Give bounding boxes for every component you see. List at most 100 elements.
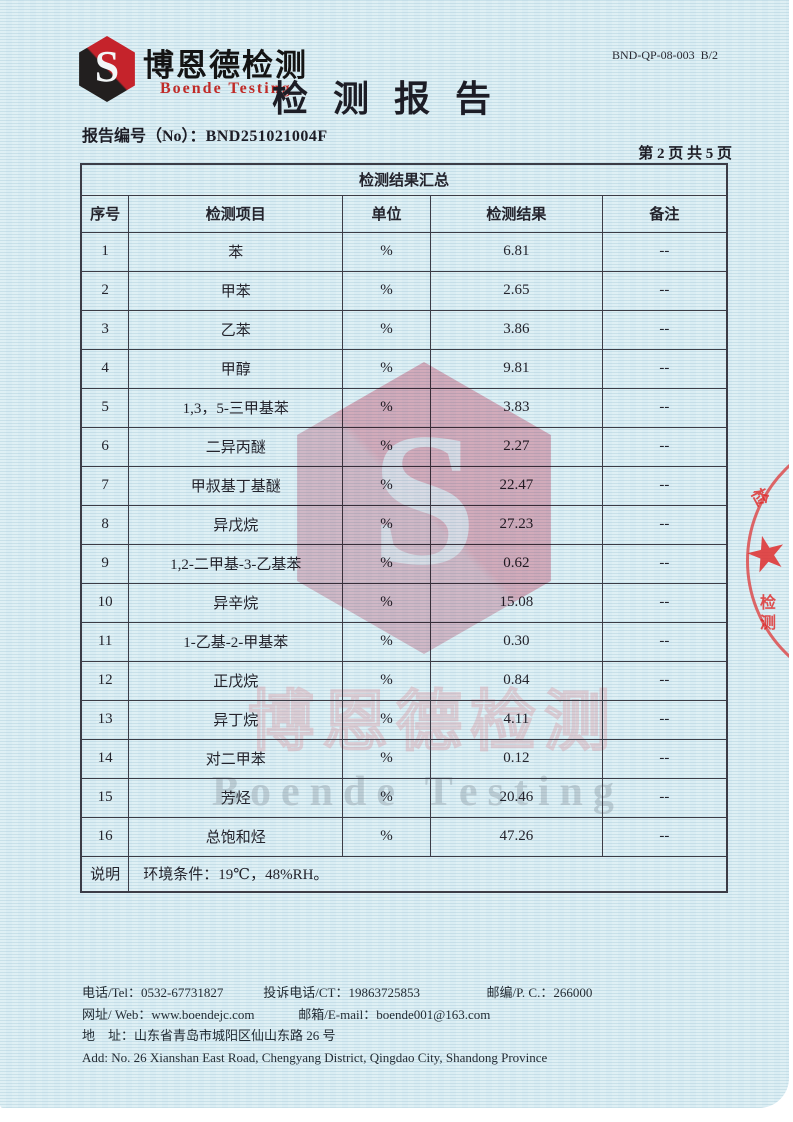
- report-number-line: 报告编号（No）：BND251021004F: [82, 122, 328, 146]
- cell-index: 15: [80, 777, 130, 818]
- cell-remark: --: [601, 231, 728, 272]
- cell-unit: %: [342, 270, 431, 311]
- cell-unit: %: [342, 816, 431, 857]
- footer-line-2: 网址/ Web：www.boendejc.com 邮箱/E-mail：boend…: [82, 1004, 722, 1026]
- cell-unit: %: [342, 738, 431, 779]
- seal-circle-icon: [746, 452, 789, 672]
- cell-unit: %: [342, 660, 431, 701]
- cell-index: 4: [80, 348, 130, 389]
- table-note-row: 说明 环境条件：19℃，48%RH。: [80, 855, 728, 893]
- cell-item: 正戊烷: [128, 660, 344, 701]
- cell-index: 11: [80, 621, 130, 662]
- company-logo-hexagon-icon: S: [79, 36, 135, 102]
- cell-index: 1: [80, 231, 130, 272]
- official-seal-partial: 检 ★ 检测: [739, 452, 789, 672]
- cell-remark: --: [601, 309, 728, 350]
- cell-index: 16: [80, 816, 130, 857]
- table-row: 12 正戊烷% 0.84 --: [80, 660, 728, 701]
- cell-index: 2: [80, 270, 130, 311]
- cell-item: 苯: [128, 231, 344, 272]
- cell-item: 异丁烷: [128, 699, 344, 740]
- cell-result: 2.65: [429, 270, 603, 311]
- cell-index: 9: [80, 543, 130, 584]
- cell-remark: --: [601, 387, 728, 428]
- footer-address-cn: 地 址：山东省青岛市城阳区仙山东路 26 号: [82, 1028, 336, 1043]
- cell-result: 4.11: [429, 699, 603, 740]
- cell-index: 3: [80, 309, 130, 350]
- cell-remark: --: [601, 348, 728, 389]
- cell-item: 对二甲苯: [128, 738, 344, 779]
- cell-result: 0.84: [429, 660, 603, 701]
- seal-char-bottom: 检测: [757, 594, 774, 634]
- cell-unit: %: [342, 231, 431, 272]
- cell-item: 乙苯: [128, 309, 344, 350]
- column-header: 检测结果: [429, 194, 603, 233]
- cell-remark: --: [601, 543, 728, 584]
- report-number-value: BND251021004F: [205, 128, 328, 145]
- footer-tel: 电话/Tel：0532-67731827: [82, 985, 224, 1000]
- column-header: 单位: [342, 194, 431, 233]
- cell-result: 20.46: [429, 777, 603, 818]
- company-name-cn: 博恩德检测: [143, 48, 308, 83]
- watermark-logo-letter: S: [371, 395, 477, 605]
- cell-index: 10: [80, 582, 130, 623]
- cell-result: 47.26: [429, 816, 603, 857]
- cell-remark: --: [601, 660, 728, 701]
- cell-item: 总饱和烃: [128, 816, 344, 857]
- footer-address-en: Add: No. 26 Xianshan East Road, Chengyan…: [82, 1049, 548, 1065]
- table-row: 4 甲醇% 9.81 --: [80, 348, 728, 389]
- footer-complaint-tel: 投诉电话/CT：19863725853: [263, 985, 420, 1000]
- company-name-en: Boende Testing: [160, 80, 292, 97]
- column-header: 备注: [601, 194, 728, 233]
- cell-remark: --: [601, 621, 728, 662]
- cell-unit: %: [342, 309, 431, 350]
- cell-index: 12: [80, 660, 130, 701]
- footer-postcode: 邮编/P. C.：266000: [486, 985, 593, 1000]
- report-number-label: 报告编号（No）：: [82, 128, 206, 145]
- cell-item: 1-乙基-2-甲基苯: [128, 621, 344, 662]
- cell-index: 14: [80, 738, 130, 779]
- cell-index: 13: [80, 699, 130, 740]
- cell-index: 6: [80, 426, 130, 467]
- cell-result: 0.12: [429, 738, 603, 779]
- table-header-row: 序号 检测项目 单位 检测结果 备注: [80, 194, 728, 233]
- cell-result: 3.86: [429, 309, 603, 350]
- table-row: 3 乙苯% 3.86 --: [80, 309, 728, 350]
- note-text: 环境条件：19℃，48%RH。: [128, 855, 728, 893]
- cell-remark: --: [601, 699, 728, 740]
- logo-letter: S: [94, 42, 120, 91]
- cell-item: 甲苯: [128, 270, 344, 311]
- table-row: 15 芳烃% 20.46 --: [80, 777, 728, 818]
- footer-website: 网址/ Web：www.boendejc.com: [82, 1006, 255, 1022]
- cell-remark: --: [601, 270, 728, 311]
- cell-index: 8: [80, 504, 130, 545]
- cell-result: 6.81: [429, 231, 603, 272]
- column-header: 检测项目: [128, 194, 344, 233]
- table-row: 16 总饱和烃% 47.26 --: [80, 816, 728, 857]
- note-label: 说明: [80, 855, 130, 893]
- cell-unit: %: [342, 777, 431, 818]
- page-title: 检 测 报 告: [272, 79, 500, 119]
- cell-item: 芳烃: [128, 777, 344, 818]
- cell-item: 甲醇: [128, 348, 344, 389]
- table-row: 13 异丁烷% 4.11 --: [80, 699, 728, 740]
- cell-remark: --: [601, 738, 728, 779]
- cell-remark: --: [601, 582, 728, 623]
- cell-remark: --: [601, 777, 728, 818]
- column-header: 序号: [80, 194, 130, 233]
- cell-index: 5: [80, 387, 130, 428]
- cell-remark: --: [601, 426, 728, 467]
- table-title: 检测结果汇总: [80, 163, 728, 196]
- footer-line-1: 电话/Tel：0532-67731827 投诉电话/CT：19863725853…: [82, 982, 722, 1004]
- cell-remark: --: [601, 504, 728, 545]
- cell-remark: --: [601, 465, 728, 506]
- cell-result: 9.81: [429, 348, 603, 389]
- cell-item: 异辛烷: [128, 582, 344, 623]
- document-code: BND-QP-08-003 B/2: [612, 48, 719, 62]
- footer-email: 邮箱/E-mail：boende001@163.com: [298, 1006, 491, 1022]
- table-title-row: 检测结果汇总: [80, 163, 728, 196]
- table-row: 2 甲苯% 2.65 --: [80, 270, 728, 311]
- cell-item: 1,3，5-三甲基苯: [128, 387, 344, 428]
